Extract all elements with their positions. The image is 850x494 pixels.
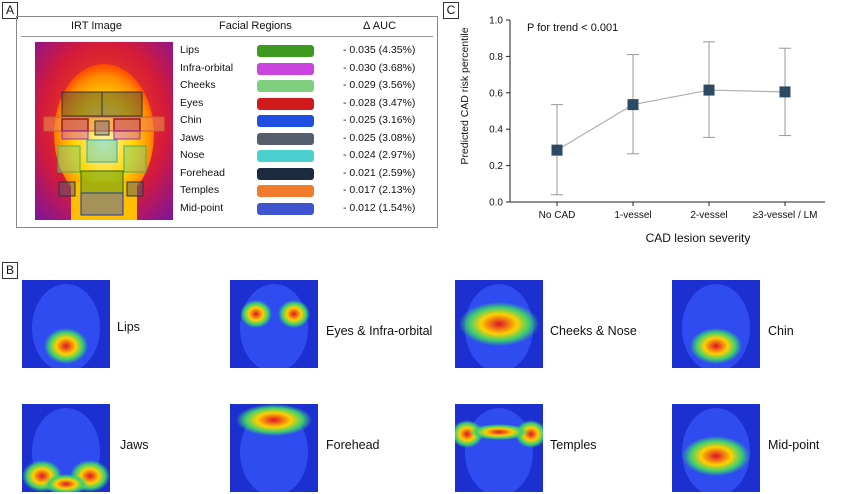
region-color-swatch <box>257 150 314 162</box>
chart-axes: 0.0 0.2 0.4 0.6 0.8 1.0 No CAD 1-vessel 2-vessel… <box>489 16 825 221</box>
region-color-swatch <box>257 185 314 197</box>
region-row: Infra-orbital - 0.030 (3.68%) <box>180 60 435 78</box>
region-row: Lips - 0.035 (4.35%) <box>180 42 435 60</box>
region-name: Eyes <box>180 96 204 109</box>
x-tick-label: ≥3-vessel / LM <box>753 210 818 221</box>
data-point <box>551 144 563 156</box>
data-point <box>627 99 639 111</box>
label-forehead: Forehead <box>326 438 380 452</box>
heatmap-cheeks-nose <box>455 280 543 368</box>
cad-risk-chart: 0.0 0.2 0.4 0.6 0.8 1.0 No CAD 1-vessel 2-vessel… <box>440 0 850 260</box>
region-name: Cheeks <box>180 79 216 91</box>
region-color-swatch <box>257 115 314 127</box>
region-delta-auc: - 0.024 (2.97%) <box>343 149 416 161</box>
label-lips: Lips <box>117 320 140 334</box>
region-rows: Lips - 0.035 (4.35%) Infra-orbital - 0.030 … <box>180 42 435 217</box>
label-eyes-infra-orbital: Eyes & Infra-orbital <box>326 324 433 338</box>
trend-line <box>556 89 786 151</box>
region-delta-auc: - 0.029 (3.56%) <box>343 79 416 91</box>
x-axis-label: CAD lesion severity <box>646 231 751 245</box>
heatmap-chin <box>672 280 760 368</box>
region-row: Jaws - 0.025 (3.08%) <box>180 130 435 148</box>
panel-c-label: C <box>443 2 459 19</box>
heatmap-mid-point <box>672 404 760 492</box>
region-name: Infra-orbital <box>180 61 234 74</box>
region-name: Nose <box>180 149 205 161</box>
facial-regions-table: IRT Image Facial Regions Δ AUC <box>16 16 438 228</box>
region-delta-auc: - 0.025 (3.08%) <box>343 131 416 144</box>
region-name: Temples <box>180 184 220 196</box>
region-row: Temples - 0.017 (2.13%) <box>180 182 435 200</box>
heatmap-eyes-infra-orbital <box>230 280 318 368</box>
region-name: Mid-point <box>180 201 224 214</box>
irt-thermal-face-image <box>35 42 173 220</box>
label-temples: Temples <box>550 438 597 452</box>
region-delta-auc: - 0.030 (3.68%) <box>343 61 416 74</box>
y-tick-label: 1.0 <box>489 16 503 27</box>
y-tick-label: 0.2 <box>489 161 503 172</box>
delta-auc-header: Δ AUC <box>363 20 397 32</box>
region-color-swatch <box>257 62 314 75</box>
region-row: Nose - 0.024 (2.97%) <box>180 147 435 165</box>
y-tick-label: 0.8 <box>489 52 503 63</box>
region-delta-auc: - 0.028 (3.47%) <box>343 96 416 109</box>
heatmap-jaws <box>22 404 110 492</box>
label-jaws: Jaws <box>120 438 149 452</box>
panel-a-label: A <box>2 2 18 19</box>
data-point <box>779 86 791 98</box>
region-delta-auc: - 0.025 (3.16%) <box>343 114 416 126</box>
region-color-swatch <box>257 97 314 110</box>
region-color-swatch <box>257 80 314 92</box>
header-divider <box>21 36 433 37</box>
region-row: Mid-point - 0.012 (1.54%) <box>180 200 435 218</box>
data-point <box>703 84 715 96</box>
x-tick-label: 1-vessel <box>614 210 651 221</box>
chart-annotation: P for trend < 0.001 <box>527 22 618 34</box>
y-axis-label: Predicted CAD risk percentile <box>459 27 471 164</box>
region-color-swatch <box>257 167 314 180</box>
region-color-swatch <box>257 132 314 145</box>
irt-image-header: IRT Image <box>71 20 122 32</box>
label-mid-point: Mid-point <box>768 438 820 452</box>
heatmap-forehead <box>230 404 318 492</box>
region-name: Chin <box>180 114 202 126</box>
panel-b-label: B <box>2 262 18 279</box>
region-color-swatch <box>257 202 314 215</box>
x-tick-label: No CAD <box>539 210 576 221</box>
region-delta-auc: - 0.012 (1.54%) <box>343 201 416 214</box>
label-cheeks-nose: Cheeks & Nose <box>550 324 637 338</box>
facial-regions-header: Facial Regions <box>219 20 292 32</box>
y-tick-label: 0.6 <box>489 88 503 99</box>
region-name: Forehead <box>180 166 225 179</box>
label-chin: Chin <box>768 324 794 338</box>
region-color-swatch <box>257 45 314 57</box>
region-row: Eyes - 0.028 (3.47%) <box>180 95 435 113</box>
chart-series <box>551 41 791 196</box>
region-row: Cheeks - 0.029 (3.56%) <box>180 77 435 95</box>
region-row: Forehead - 0.021 (2.59%) <box>180 165 435 183</box>
region-delta-auc: - 0.021 (2.59%) <box>343 166 416 179</box>
region-name: Jaws <box>180 131 204 144</box>
heatmap-lips <box>22 280 110 368</box>
region-row: Chin - 0.025 (3.16%) <box>180 112 435 130</box>
y-tick-label: 0.0 <box>489 198 503 209</box>
region-delta-auc: - 0.017 (2.13%) <box>343 184 416 196</box>
region-name: Lips <box>180 44 200 56</box>
x-tick-label: 2-vessel <box>690 210 727 221</box>
region-delta-auc: - 0.035 (4.35%) <box>343 44 416 56</box>
heatmap-temples <box>455 404 543 492</box>
y-tick-label: 0.4 <box>489 125 503 136</box>
